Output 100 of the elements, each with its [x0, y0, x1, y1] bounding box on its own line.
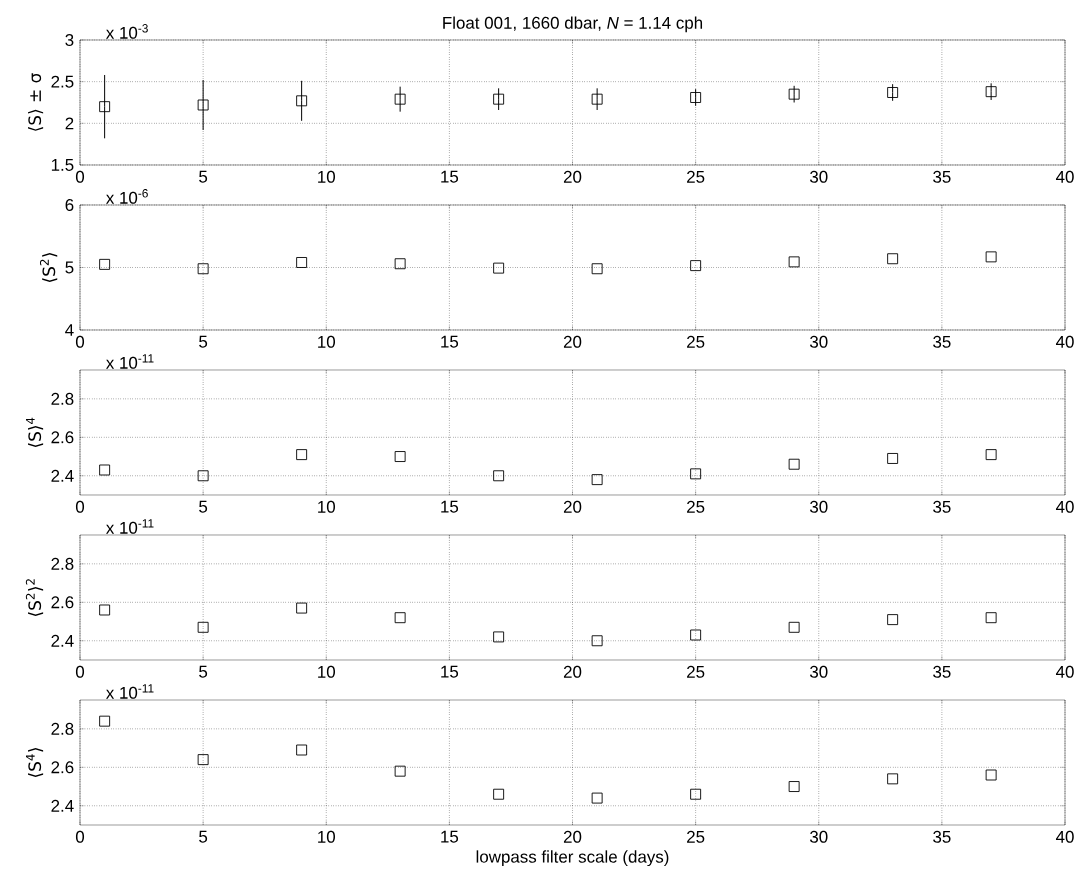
y-tick-label: 2.6	[51, 596, 74, 609]
x-tick-label: 0	[75, 830, 85, 843]
x-tick-label: 40	[1055, 500, 1074, 513]
x-tick-label: 0	[75, 500, 85, 513]
point	[296, 449, 308, 461]
point	[690, 92, 702, 103]
x-tick-label: 35	[933, 500, 951, 513]
point	[197, 754, 209, 766]
x-tick-label: 35	[933, 830, 951, 843]
x-tick-label: 25	[687, 665, 705, 678]
point	[985, 612, 997, 624]
x-tick-label: 20	[563, 500, 582, 513]
text: x 10$^{-11}$	[106, 519, 154, 534]
point	[591, 792, 603, 804]
point	[788, 256, 800, 268]
point	[493, 788, 505, 800]
point	[887, 773, 899, 785]
point	[493, 631, 505, 643]
x-tick-label: 30	[809, 500, 828, 513]
point	[985, 769, 997, 781]
x-tick-label: 0	[75, 170, 85, 183]
point	[394, 93, 406, 105]
y-axis-title: ⟨S⟩ ± σ	[28, 73, 44, 131]
point	[493, 93, 505, 105]
point	[788, 88, 800, 100]
point	[493, 470, 505, 482]
x-tick-label: 20	[563, 665, 582, 678]
point	[690, 260, 702, 272]
point	[690, 468, 702, 480]
y-tick-label: 2.4	[51, 469, 74, 482]
y-tick-label: 2.4	[51, 634, 74, 647]
x-tick-label: 5	[199, 665, 208, 678]
x-tick-label: 25	[687, 500, 705, 513]
y-tick-label: 6	[65, 199, 74, 211]
x-tick-label: 35	[933, 335, 951, 348]
point	[788, 781, 800, 792]
point	[985, 449, 997, 461]
point	[296, 257, 308, 268]
x-tick-label: 10	[318, 170, 336, 183]
text: x 10$^{-11}$	[106, 354, 154, 369]
point	[591, 93, 603, 105]
x-tick-label: 15	[441, 830, 459, 843]
x-tick-label: 20	[563, 830, 582, 843]
y-tick-label: 1.5	[51, 159, 74, 171]
point	[296, 744, 308, 756]
point	[394, 612, 406, 624]
point	[985, 251, 997, 263]
point	[591, 635, 603, 647]
x-tick-label: 10	[318, 830, 336, 843]
y-axis-title: ⟨S$^{2}$⟩	[39, 253, 58, 282]
x-tick-label: 10	[318, 665, 336, 678]
y-axis-title: ⟨S$^{2}$⟩$^{2}$	[25, 579, 44, 617]
x-tick-label: 15	[441, 335, 459, 348]
y-tick-label: 2.8	[51, 557, 74, 570]
x-tick-label: 30	[809, 170, 828, 183]
y-tick-label: 2.6	[51, 761, 74, 774]
x-tick-label: 0	[75, 335, 85, 348]
y-tick-label: 2.6	[51, 431, 74, 444]
point	[887, 453, 899, 464]
y-tick-label: 3	[65, 33, 74, 46]
y-axis-title: ⟨S$^{4}$⟩	[26, 748, 44, 777]
point	[197, 263, 209, 275]
x-tick-label: 25	[687, 335, 705, 348]
x-tick-label: 40	[1055, 665, 1074, 678]
point	[591, 474, 603, 486]
x-tick-label: 5	[199, 830, 208, 843]
point	[788, 621, 800, 633]
y-axis-title: ⟨S⟩$^{4}$	[26, 417, 44, 447]
point	[99, 258, 111, 270]
y-tick-label: 2	[65, 117, 74, 130]
x-tick-label: 15	[441, 500, 459, 513]
x-tick-label: 35	[933, 170, 951, 183]
x-tick-label: 40	[1055, 335, 1074, 348]
point	[394, 765, 406, 777]
x-tick-label: 30	[809, 335, 828, 348]
x-tick-label: 20	[563, 170, 582, 183]
x-tick-label: 15	[441, 665, 459, 678]
x-tick-label: 10	[318, 335, 336, 348]
x-tick-label: 40	[1055, 830, 1074, 843]
point	[99, 604, 111, 616]
point	[99, 715, 111, 727]
x-tick-label: 30	[809, 830, 828, 843]
text: x 10$^{-11}$	[106, 684, 154, 699]
y-tick-label: 2.8	[51, 722, 74, 735]
y-tick-label: 2.8	[51, 392, 74, 405]
point	[788, 458, 800, 470]
x-axis-title: lowpass filter scale (days)	[476, 850, 669, 867]
point	[296, 95, 308, 107]
x-tick-label: 25	[687, 830, 705, 843]
x-tick-label: 5	[199, 335, 208, 348]
point	[887, 87, 899, 98]
point	[690, 629, 702, 641]
x-tick-label: 20	[563, 335, 582, 348]
x-tick-label: 25	[687, 170, 705, 183]
point	[197, 621, 209, 633]
x-tick-label: 15	[441, 170, 459, 183]
x-tick-label: 5	[199, 170, 208, 183]
x-tick-label: 0	[75, 665, 85, 678]
text: x 10$^{-6}$	[106, 189, 148, 204]
point	[591, 263, 603, 275]
